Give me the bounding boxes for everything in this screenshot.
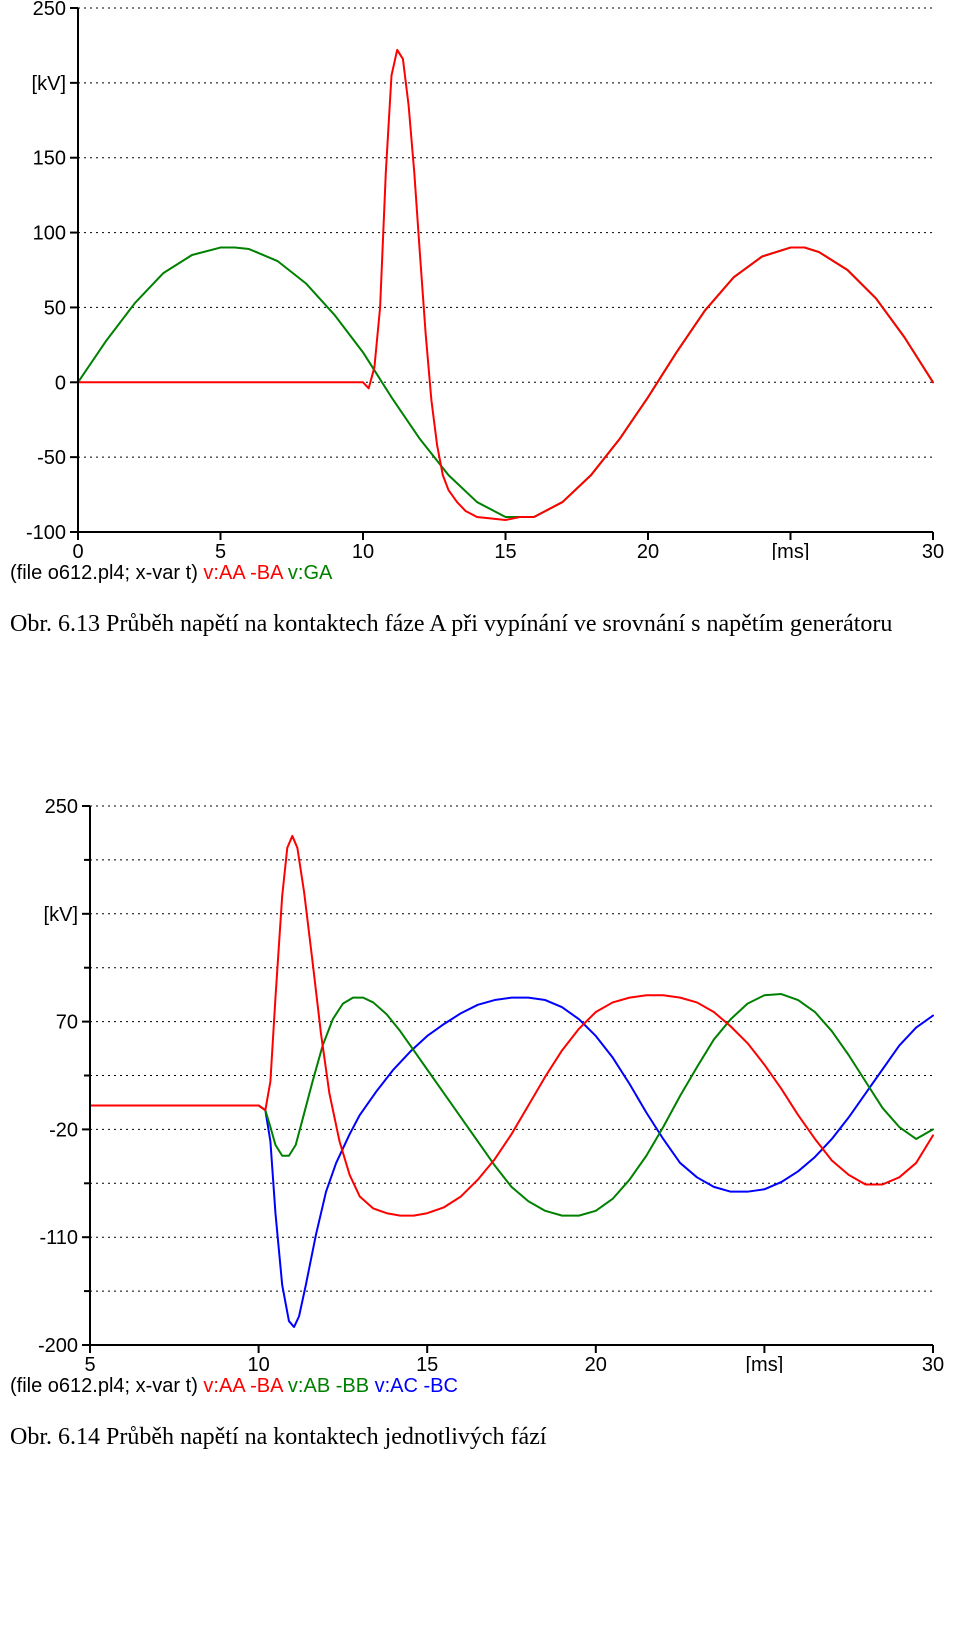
svg-text:-50: -50 xyxy=(37,447,66,469)
chart-2: 5 10 15 20 [ms] 30 -200 -110 -20 70 [kV] 250 xyxy=(10,798,960,1373)
svg-text:0: 0 xyxy=(72,541,83,560)
svg-text:5: 5 xyxy=(84,1354,95,1373)
svg-text:[kV]: [kV] xyxy=(44,904,78,926)
chart-1: 0 5 10 15 20 [ms] 30 -100 -50 0 50 100 150 [kV] 250 xyxy=(10,0,960,560)
chart-1-caption: Obr. 6.13 Průběh napětí na kontaktech fá… xyxy=(10,611,960,638)
svg-text:-100: -100 xyxy=(26,522,66,544)
svg-text:30: 30 xyxy=(922,1354,944,1373)
chart-2-svg: 5 10 15 20 [ms] 30 -200 -110 -20 70 [kV] 250 xyxy=(10,798,945,1373)
svg-text:150: 150 xyxy=(33,148,66,170)
svg-text:70: 70 xyxy=(56,1012,78,1034)
chart-2-caption: Obr. 6.14 Průběh napětí na kontaktech je… xyxy=(10,1424,960,1451)
chart-2-legend: (file o612.pl4; x-var t) v:AA -BA v:AB -… xyxy=(10,1375,960,1398)
svg-text:30: 30 xyxy=(922,541,944,560)
svg-text:20: 20 xyxy=(585,1354,607,1373)
svg-text:[ms]: [ms] xyxy=(772,541,810,560)
svg-text:-110: -110 xyxy=(39,1227,78,1249)
svg-text:250: 250 xyxy=(33,0,66,20)
svg-text:50: 50 xyxy=(44,297,66,319)
svg-text:[ms]: [ms] xyxy=(746,1354,784,1373)
svg-text:250: 250 xyxy=(45,798,78,818)
svg-text:20: 20 xyxy=(637,541,659,560)
chart-1-legend: (file o612.pl4; x-var t) v:AA -BA v:GA xyxy=(10,562,960,585)
svg-text:-20: -20 xyxy=(49,1119,78,1141)
svg-text:-200: -200 xyxy=(38,1335,78,1357)
svg-text:15: 15 xyxy=(416,1354,438,1373)
chart-1-svg: 0 5 10 15 20 [ms] 30 -100 -50 0 50 100 150 [kV] 250 xyxy=(10,0,945,560)
svg-text:15: 15 xyxy=(494,541,516,560)
svg-text:[kV]: [kV] xyxy=(32,73,66,95)
svg-text:5: 5 xyxy=(215,541,226,560)
svg-text:0: 0 xyxy=(55,372,66,394)
svg-text:10: 10 xyxy=(247,1354,269,1373)
svg-text:100: 100 xyxy=(33,223,66,245)
svg-text:10: 10 xyxy=(352,541,374,560)
